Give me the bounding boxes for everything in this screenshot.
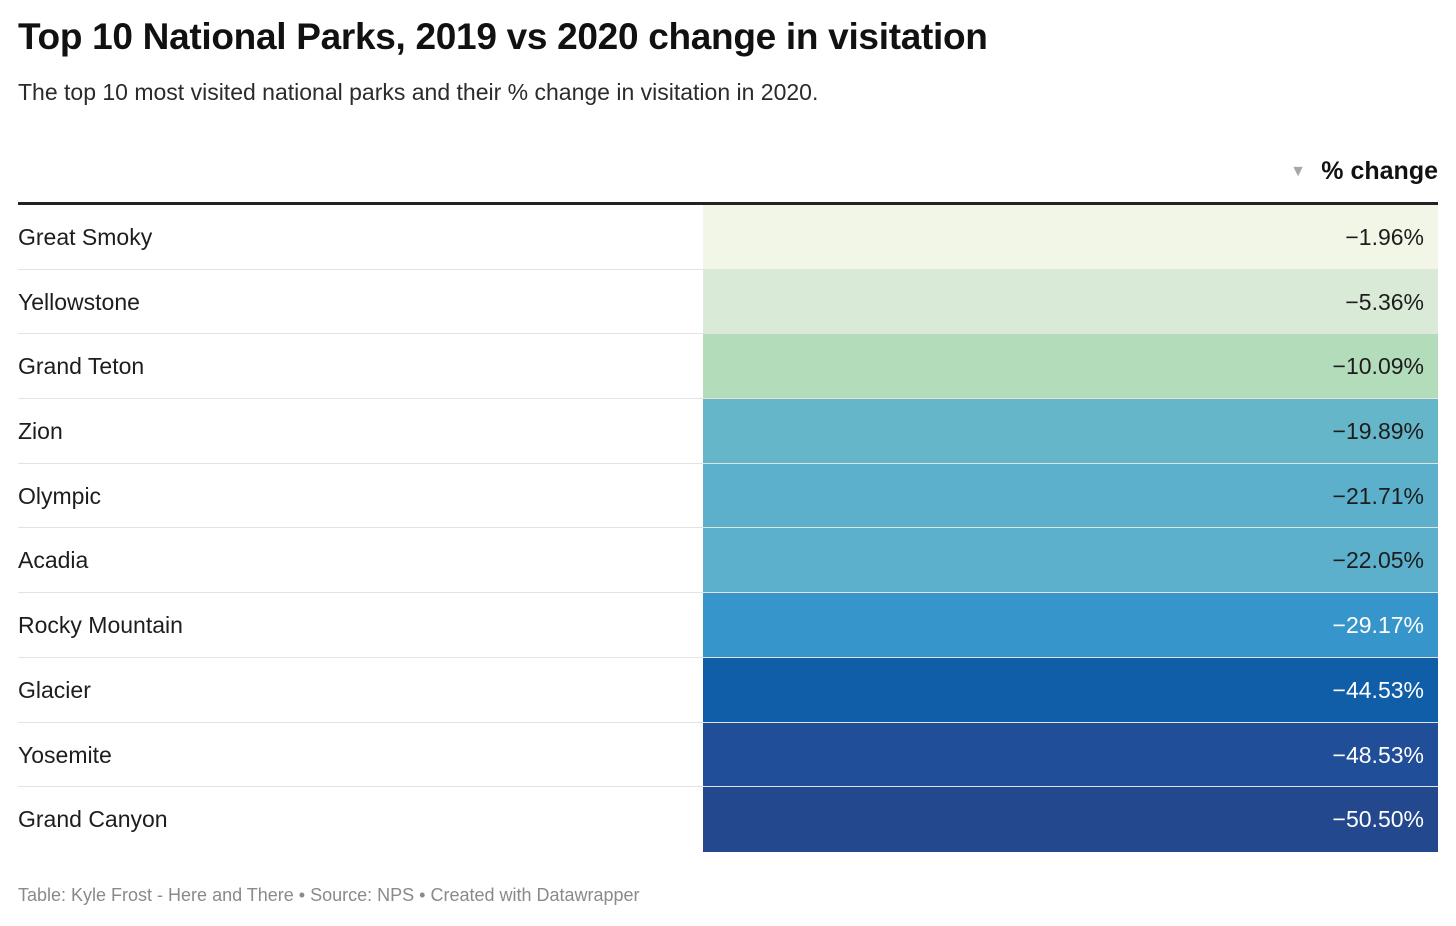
percent-change-cell: −10.09%	[703, 334, 1438, 399]
park-name: Olympic	[18, 482, 102, 509]
park-name: Acadia	[18, 547, 89, 574]
table-row: Olympic −21.71%	[18, 463, 1438, 529]
percent-change-cell: −44.53%	[703, 657, 1438, 722]
park-name: Grand Teton	[18, 353, 145, 380]
percent-change-cell: −22.05%	[703, 528, 1438, 593]
chart-title: Top 10 National Parks, 2019 vs 2020 chan…	[18, 16, 988, 57]
table-body: Great Smoky −1.96% Yellowstone −5.36% Grand …	[18, 205, 1438, 852]
sort-descending-icon[interactable]: ▼	[1290, 163, 1306, 180]
table-row: Grand Teton −10.09%	[18, 334, 1438, 400]
table-row: Yosemite −48.53%	[18, 722, 1438, 788]
table-row: Zion −19.89%	[18, 399, 1438, 464]
park-name: Great Smoky	[18, 224, 153, 250]
chart-subtitle: The top 10 most visited national parks a…	[18, 79, 819, 105]
park-name: Glacier	[18, 676, 91, 703]
chart-footer: Table: Kyle Frost - Here and There • Sou…	[18, 885, 640, 905]
park-name: Rocky Mountain	[18, 612, 183, 639]
percent-change-cell: −1.96%	[703, 205, 1438, 269]
table-row: Yellowstone −5.36%	[18, 269, 1438, 335]
table-row: Rocky Mountain −29.17%	[18, 593, 1438, 658]
park-name: Grand Canyon	[18, 806, 168, 833]
percent-change-cell: −29.17%	[703, 593, 1438, 657]
park-name: Yellowstone	[18, 288, 140, 315]
park-name: Yosemite	[18, 741, 112, 768]
table-row: Acadia −22.05%	[18, 528, 1438, 594]
percent-change-cell: −48.53%	[703, 722, 1438, 787]
percent-change-cell: −5.36%	[703, 269, 1438, 334]
column-header-percent-change[interactable]: % change	[1321, 157, 1438, 185]
percent-change-cell: −21.71%	[703, 463, 1438, 528]
data-table: ▼ % change Great Smoky −1.96% Yellowstone −…	[18, 150, 1438, 852]
table-row: Grand Canyon −50.50%	[18, 787, 1438, 852]
table-header: ▼ % change	[18, 150, 1438, 205]
table-row: Great Smoky −1.96%	[18, 205, 1438, 270]
percent-change-cell: −19.89%	[703, 399, 1438, 463]
table-row: Glacier −44.53%	[18, 657, 1438, 723]
percent-change-cell: −50.50%	[703, 787, 1438, 852]
park-name: Zion	[18, 418, 63, 445]
